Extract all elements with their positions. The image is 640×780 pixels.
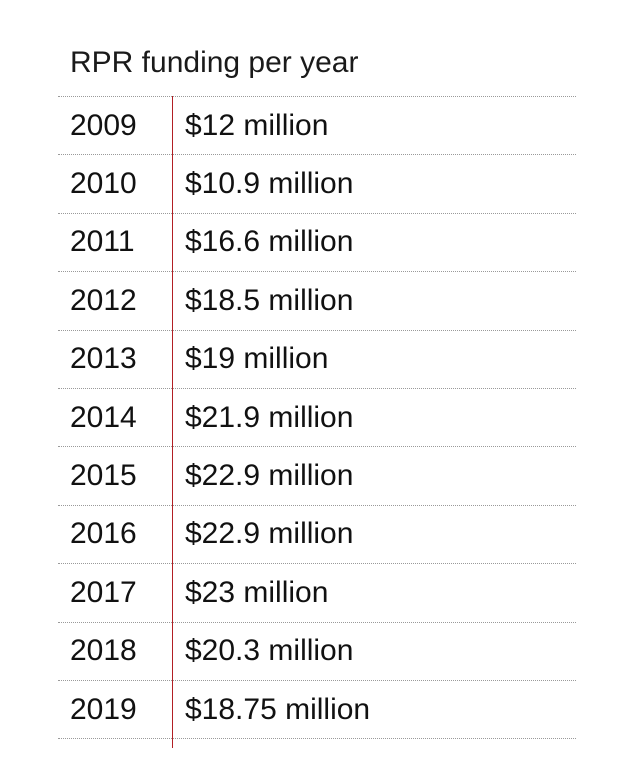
year-cell: 2012 [70, 283, 137, 317]
funding-table: 2009 $12 million 2010 $10.9 million 2011 $16.… [58, 96, 576, 740]
table-row: 2017 $23 million [58, 564, 576, 623]
table-row: 2014 $21.9 million [58, 389, 576, 448]
year-cell: 2009 [70, 108, 137, 142]
column-divider [172, 96, 173, 748]
year-cell: 2011 [70, 225, 135, 259]
funding-cell: $22.9 million [185, 517, 354, 551]
table-row: 2018 $20.3 million [58, 623, 576, 681]
year-cell: 2013 [70, 342, 137, 376]
year-cell: 2018 [70, 634, 137, 668]
year-cell: 2014 [70, 400, 137, 434]
funding-cell: $10.9 million [185, 167, 354, 201]
table-row: 2012 $18.5 million [58, 272, 576, 331]
year-cell: 2010 [70, 167, 137, 201]
funding-cell: $12 million [185, 108, 329, 142]
table-row: 2015 $22.9 million [58, 447, 576, 506]
funding-cell: $16.6 million [185, 225, 354, 259]
table-row: 2016 $22.9 million [58, 506, 576, 565]
year-cell: 2017 [70, 575, 137, 609]
table-row: 2019 $18.75 million [58, 681, 576, 740]
table-row: 2010 $10.9 million [58, 155, 576, 214]
year-cell: 2015 [70, 459, 137, 493]
funding-cell: $22.9 million [185, 459, 354, 493]
table-row: 2009 $12 million [58, 97, 576, 156]
funding-cell: $18.75 million [185, 692, 371, 726]
funding-cell: $19 million [185, 342, 329, 376]
funding-cell: $21.9 million [185, 400, 354, 434]
funding-cell: $18.5 million [185, 283, 354, 317]
year-cell: 2019 [70, 692, 137, 726]
table-row: 2011 $16.6 million [58, 214, 576, 273]
funding-cell: $20.3 million [185, 634, 354, 668]
year-cell: 2016 [70, 517, 137, 551]
table-title: RPR funding per year [70, 46, 359, 79]
funding-cell: $23 million [185, 575, 329, 609]
table-row: 2013 $19 million [58, 331, 576, 389]
